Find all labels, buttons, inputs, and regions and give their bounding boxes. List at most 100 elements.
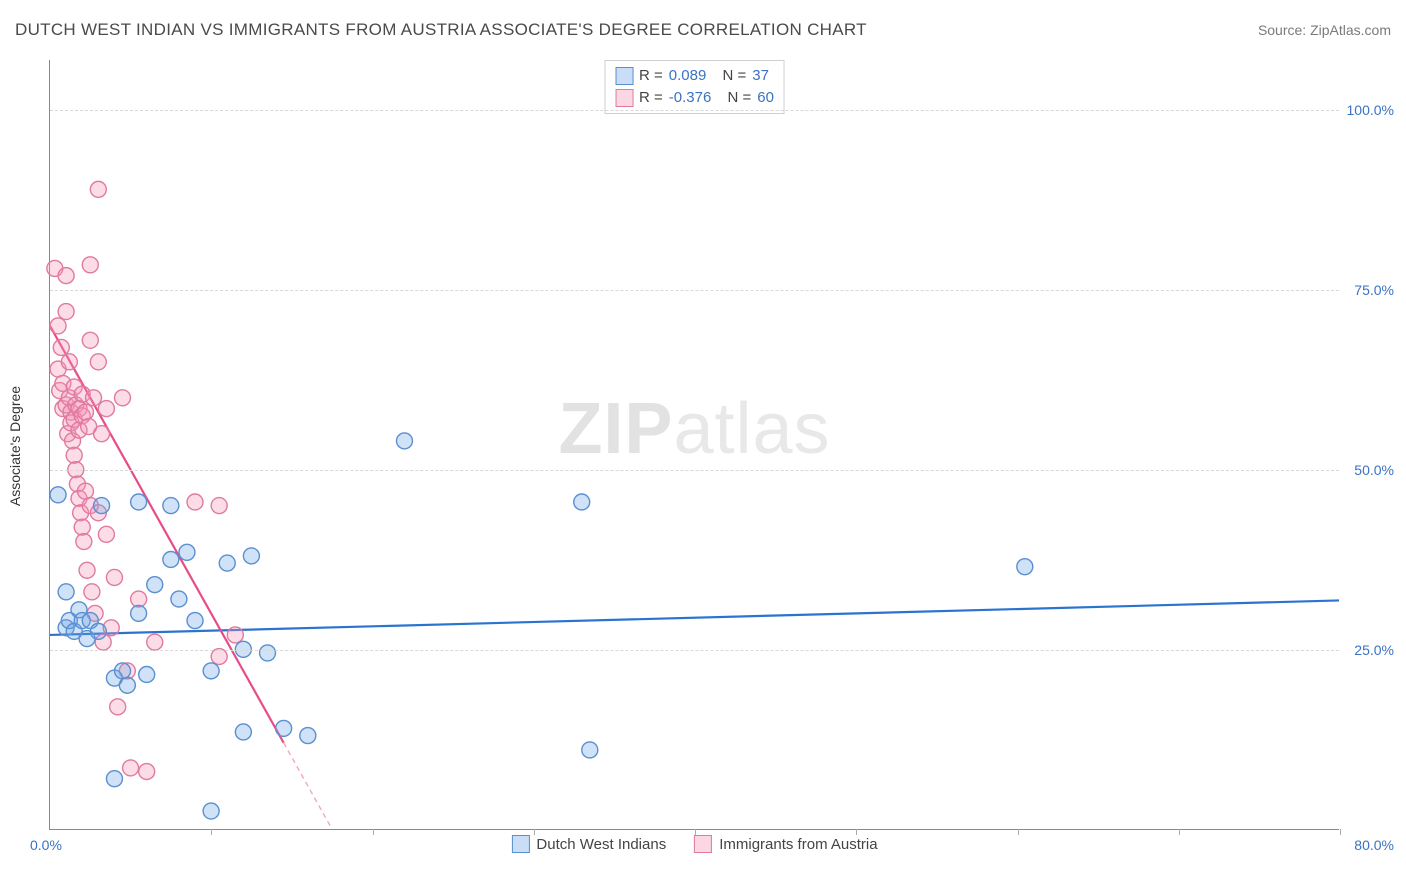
scatter-point — [163, 498, 179, 514]
scatter-point — [98, 526, 114, 542]
scatter-point — [82, 332, 98, 348]
scatter-point — [260, 645, 276, 661]
scatter-point — [115, 390, 131, 406]
scatter-point — [115, 663, 131, 679]
scatter-point — [94, 498, 110, 514]
scatter-point — [203, 803, 219, 819]
chart-source: Source: ZipAtlas.com — [1258, 22, 1391, 38]
scatter-point — [179, 544, 195, 560]
scatter-point — [187, 613, 203, 629]
scatter-point — [187, 494, 203, 510]
x-tick — [856, 829, 857, 835]
scatter-point — [131, 605, 147, 621]
scatter-point — [58, 584, 74, 600]
scatter-point — [106, 771, 122, 787]
x-tick-min: 0.0% — [30, 837, 62, 853]
scatter-point — [66, 447, 82, 463]
n-label-blue: N = — [723, 65, 747, 87]
scatter-point — [76, 534, 92, 550]
r-value-pink: -0.376 — [669, 87, 712, 109]
gridline-h — [50, 470, 1339, 471]
scatter-point — [396, 433, 412, 449]
legend-swatch-pink-icon — [694, 835, 712, 853]
scatter-point — [79, 562, 95, 578]
n-value-blue: 37 — [752, 65, 769, 87]
scatter-point — [574, 494, 590, 510]
swatch-blue-icon — [615, 67, 633, 85]
x-tick — [1018, 829, 1019, 835]
scatter-point — [235, 724, 251, 740]
scatter-point — [163, 552, 179, 568]
legend-label-pink: Immigrants from Austria — [719, 836, 877, 853]
y-tick-label: 50.0% — [1344, 462, 1394, 478]
scatter-point — [147, 634, 163, 650]
r-value-blue: 0.089 — [669, 65, 707, 87]
scatter-point — [139, 764, 155, 780]
scatter-point — [582, 742, 598, 758]
scatter-point — [77, 404, 93, 420]
legend-row-blue: R = 0.089 N = 37 — [615, 65, 774, 87]
title-bar: DUTCH WEST INDIAN VS IMMIGRANTS FROM AUS… — [15, 20, 1391, 40]
trend-line — [50, 600, 1339, 634]
y-tick-label: 75.0% — [1344, 282, 1394, 298]
swatch-pink-icon — [615, 89, 633, 107]
gridline-h — [50, 650, 1339, 651]
legend-label-blue: Dutch West Indians — [536, 836, 666, 853]
x-tick — [695, 829, 696, 835]
gridline-h — [50, 290, 1339, 291]
scatter-point — [227, 627, 243, 643]
gridline-h — [50, 110, 1339, 111]
scatter-point — [58, 304, 74, 320]
y-tick-label: 25.0% — [1344, 642, 1394, 658]
scatter-svg — [50, 60, 1339, 829]
x-tick — [534, 829, 535, 835]
scatter-point — [300, 728, 316, 744]
legend-swatch-blue-icon — [511, 835, 529, 853]
legend-item-blue: Dutch West Indians — [511, 835, 666, 853]
scatter-point — [98, 401, 114, 417]
scatter-point — [58, 268, 74, 284]
x-tick — [373, 829, 374, 835]
r-label-blue: R = — [639, 65, 663, 87]
n-value-pink: 60 — [757, 87, 774, 109]
scatter-point — [90, 354, 106, 370]
correlation-legend: R = 0.089 N = 37 R = -0.376 N = 60 — [604, 60, 785, 114]
legend-item-pink: Immigrants from Austria — [694, 835, 877, 853]
scatter-point — [77, 483, 93, 499]
chart-title: DUTCH WEST INDIAN VS IMMIGRANTS FROM AUS… — [15, 20, 867, 40]
scatter-point — [90, 623, 106, 639]
scatter-point — [110, 699, 126, 715]
scatter-point — [131, 494, 147, 510]
r-label-pink: R = — [639, 87, 663, 109]
scatter-point — [119, 677, 135, 693]
scatter-point — [147, 577, 163, 593]
scatter-point — [53, 339, 69, 355]
scatter-point — [50, 487, 66, 503]
scatter-point — [82, 257, 98, 273]
scatter-point — [219, 555, 235, 571]
scatter-point — [211, 498, 227, 514]
scatter-point — [139, 666, 155, 682]
series-legend: Dutch West Indians Immigrants from Austr… — [511, 835, 877, 853]
plot-area: ZIPatlas 0.0% 80.0% R = 0.089 N = 37 R =… — [49, 60, 1339, 830]
y-axis-title: Associate's Degree — [7, 386, 23, 506]
scatter-point — [74, 519, 90, 535]
scatter-point — [276, 720, 292, 736]
scatter-point — [1017, 559, 1033, 575]
scatter-point — [94, 426, 110, 442]
scatter-point — [50, 318, 66, 334]
scatter-point — [84, 584, 100, 600]
trend-line — [284, 743, 332, 829]
n-label-pink: N = — [728, 87, 752, 109]
legend-row-pink: R = -0.376 N = 60 — [615, 87, 774, 109]
scatter-point — [131, 591, 147, 607]
scatter-point — [106, 569, 122, 585]
x-tick-max: 80.0% — [1354, 837, 1394, 853]
x-tick — [1340, 829, 1341, 835]
scatter-point — [243, 548, 259, 564]
scatter-point — [90, 181, 106, 197]
scatter-point — [61, 354, 77, 370]
scatter-point — [171, 591, 187, 607]
y-tick-label: 100.0% — [1344, 102, 1394, 118]
scatter-point — [123, 760, 139, 776]
